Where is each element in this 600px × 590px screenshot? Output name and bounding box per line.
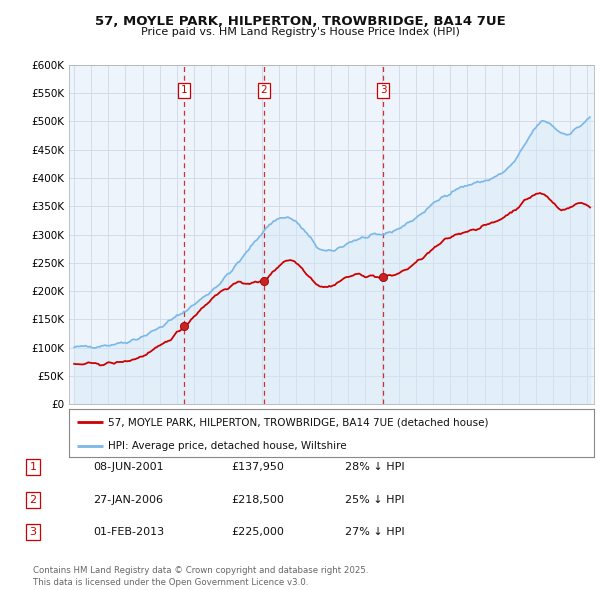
Text: 27-JAN-2006: 27-JAN-2006 xyxy=(93,495,163,504)
Text: 08-JUN-2001: 08-JUN-2001 xyxy=(93,463,164,472)
Text: HPI: Average price, detached house, Wiltshire: HPI: Average price, detached house, Wilt… xyxy=(109,441,347,451)
Text: 57, MOYLE PARK, HILPERTON, TROWBRIDGE, BA14 7UE: 57, MOYLE PARK, HILPERTON, TROWBRIDGE, B… xyxy=(95,15,505,28)
Text: 01-FEB-2013: 01-FEB-2013 xyxy=(93,527,164,537)
Text: Contains HM Land Registry data © Crown copyright and database right 2025.
This d: Contains HM Land Registry data © Crown c… xyxy=(33,566,368,587)
Text: 1: 1 xyxy=(181,86,188,96)
Text: £137,950: £137,950 xyxy=(231,463,284,472)
Text: 57, MOYLE PARK, HILPERTON, TROWBRIDGE, BA14 7UE (detached house): 57, MOYLE PARK, HILPERTON, TROWBRIDGE, B… xyxy=(109,417,489,427)
Text: 25% ↓ HPI: 25% ↓ HPI xyxy=(345,495,404,504)
Text: Price paid vs. HM Land Registry's House Price Index (HPI): Price paid vs. HM Land Registry's House … xyxy=(140,27,460,37)
Text: £225,000: £225,000 xyxy=(231,527,284,537)
Text: 2: 2 xyxy=(29,495,37,504)
Text: £218,500: £218,500 xyxy=(231,495,284,504)
Text: 3: 3 xyxy=(29,527,37,537)
Text: 1: 1 xyxy=(29,463,37,472)
Text: 2: 2 xyxy=(260,86,267,96)
Text: 28% ↓ HPI: 28% ↓ HPI xyxy=(345,463,404,472)
Text: 3: 3 xyxy=(380,86,386,96)
Text: 27% ↓ HPI: 27% ↓ HPI xyxy=(345,527,404,537)
